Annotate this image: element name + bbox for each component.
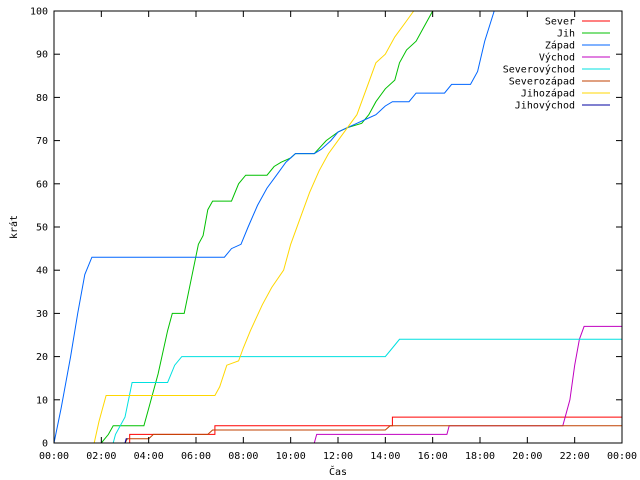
y-tick-label: 80 [36, 93, 48, 104]
y-tick-label: 40 [36, 266, 48, 277]
legend-label: Východ [539, 52, 575, 64]
y-tick-label: 20 [36, 352, 48, 363]
legend-label: Severovýchod [503, 64, 575, 76]
legend-label: Severozápad [509, 76, 575, 88]
x-tick-label: 08:00 [228, 451, 258, 462]
y-tick-label: 90 [36, 50, 48, 61]
legend-label: Jihozápad [521, 88, 575, 100]
legend: SeverJihZápadVýchodSeverovýchodSeverozáp… [503, 17, 610, 112]
x-tick-label: 22:00 [560, 451, 590, 462]
series-line-3 [313, 325, 622, 444]
series-line-4 [112, 338, 622, 444]
x-tick-label: 02:00 [86, 451, 116, 462]
x-tick-label: 00:00 [39, 451, 69, 462]
x-axis-title: Čas [329, 465, 347, 478]
y-tick-label: 50 [36, 223, 48, 234]
x-tick-label: 00:00 [607, 451, 637, 462]
series-lines [53, 10, 622, 444]
x-tick-label: 04:00 [134, 451, 164, 462]
y-tick-label: 100 [30, 7, 48, 18]
legend-label: Sever [545, 17, 575, 28]
x-tick-label: 18:00 [465, 451, 495, 462]
series-line-0 [129, 416, 622, 443]
y-tick-label: 60 [36, 179, 48, 190]
series-line-6 [93, 10, 415, 444]
y-tick-label: 0 [42, 439, 48, 450]
axis-ticks: 0 10 20 30 40 50 60 70 80 90 100 00:00 02:00 04:00 06:… [30, 7, 637, 463]
x-tick-label: 10:00 [276, 451, 306, 462]
x-tick-label: 14:00 [370, 451, 400, 462]
legend-label: Jihovýchod [515, 100, 575, 112]
y-tick-label: 70 [36, 136, 48, 147]
x-tick-label: 06:00 [181, 451, 211, 462]
legend-label: Západ [545, 40, 575, 52]
series-line-7 [124, 438, 128, 444]
legend-label: Jih [557, 29, 575, 40]
series-line-1 [100, 10, 434, 444]
y-tick-label: 10 [36, 395, 48, 406]
x-tick-label: 16:00 [418, 451, 448, 462]
series-line-5 [124, 425, 622, 444]
y-tick-label: 30 [36, 309, 48, 320]
series-line-2 [53, 10, 495, 444]
x-tick-label: 20:00 [512, 451, 542, 462]
y-axis-title: krát [8, 215, 20, 239]
x-tick-label: 12:00 [323, 451, 353, 462]
